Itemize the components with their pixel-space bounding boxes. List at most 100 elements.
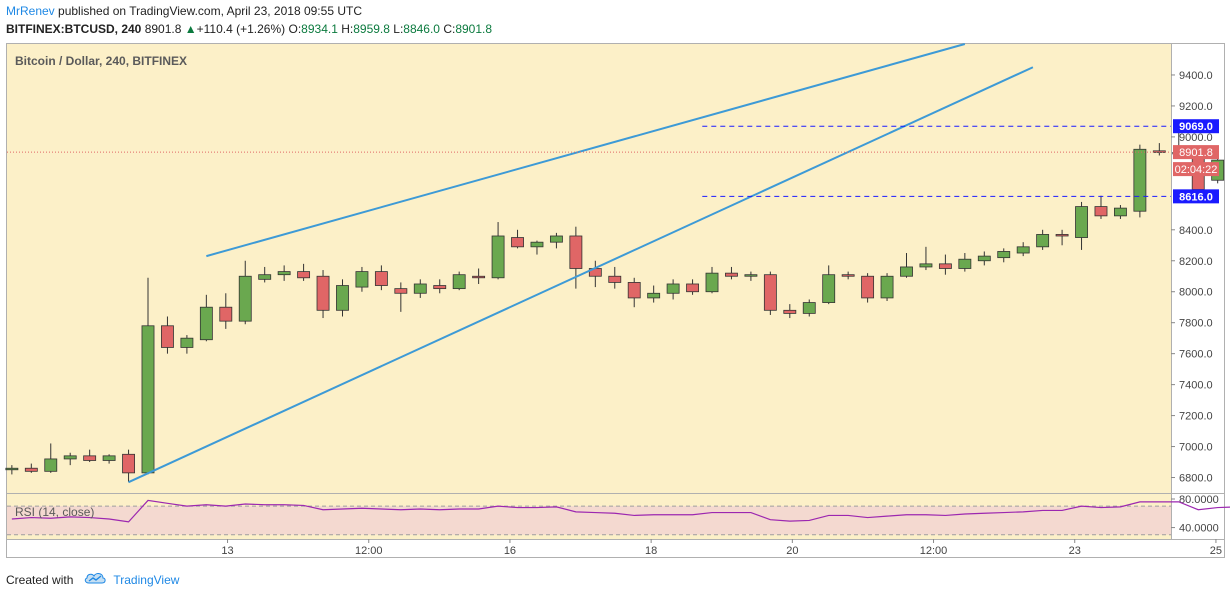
candle-body[interactable]: [355, 271, 369, 288]
candle-body[interactable]: [1075, 206, 1088, 238]
price-tick-label: 8000.0: [1179, 287, 1213, 299]
high-label: H:: [341, 22, 354, 36]
candle-body[interactable]: [549, 235, 563, 243]
countdown-label: 02:04:22: [1175, 164, 1218, 176]
tradingview-link[interactable]: TradingView: [113, 572, 180, 587]
time-tick-label: 20: [786, 545, 798, 557]
candle-body[interactable]: [238, 275, 252, 322]
change-arrow-icon: ▲: [184, 22, 197, 36]
time-tick-label: 16: [504, 545, 516, 557]
candle-body[interactable]: [802, 302, 816, 314]
price-tick-label: 7400.0: [1179, 380, 1213, 392]
publish-header: MrRenev published on TradingView.com, Ap…: [6, 4, 362, 18]
candle-body[interactable]: [63, 455, 77, 460]
time-tick-label: 25: [1210, 545, 1222, 557]
trendline-upper[interactable]: [206, 43, 966, 258]
candle-body[interactable]: [24, 467, 38, 472]
candle-body[interactable]: [608, 275, 622, 283]
candle-body[interactable]: [452, 274, 466, 290]
price-tick-label: 9400.0: [1179, 70, 1213, 82]
rsi-band: [7, 506, 1171, 535]
candle-body[interactable]: [1094, 206, 1108, 217]
candle-body[interactable]: [491, 235, 505, 279]
symbol-label[interactable]: BITFINEX:BTCUSD, 240: [6, 22, 142, 36]
candle-body[interactable]: [627, 282, 641, 299]
candle-body[interactable]: [841, 274, 855, 277]
candle-body[interactable]: [861, 275, 875, 299]
candle-body[interactable]: [705, 272, 719, 293]
rsi-line: [11, 499, 1230, 523]
level-price-label: 8616.0: [1179, 191, 1213, 203]
candle-body[interactable]: [83, 455, 97, 461]
candle-body[interactable]: [977, 255, 991, 262]
candle-body[interactable]: [530, 241, 544, 248]
candle-body[interactable]: [725, 272, 738, 277]
candle-body[interactable]: [277, 271, 291, 276]
open-value: 8934.1: [301, 22, 338, 36]
close-label: C:: [443, 22, 456, 36]
candle-body[interactable]: [997, 251, 1011, 259]
candle-body[interactable]: [394, 288, 408, 294]
candle-body[interactable]: [180, 337, 194, 348]
level-price-label: 9069.0: [1179, 121, 1213, 133]
price-tick-label: 7800.0: [1179, 318, 1213, 330]
candle-body[interactable]: [958, 258, 972, 269]
candle-body[interactable]: [219, 306, 233, 322]
candle-body[interactable]: [1036, 234, 1050, 248]
price-tick-label: 9000.0: [1179, 132, 1213, 144]
candle-body[interactable]: [44, 458, 58, 472]
chart-title: Bitcoin / Dollar, 240, BITFINEX: [15, 54, 187, 68]
candle-body[interactable]: [1133, 148, 1147, 212]
candle-body[interactable]: [161, 325, 174, 348]
price-tick-label: 9200.0: [1179, 101, 1213, 113]
footer: Created with TradingView: [6, 571, 179, 588]
candle-body[interactable]: [744, 274, 758, 277]
candle-body[interactable]: [413, 283, 427, 294]
rsi-tick-label: 80.0000: [1179, 494, 1219, 506]
price-tick-label: 7600.0: [1179, 349, 1213, 361]
candle-body[interactable]: [141, 325, 155, 474]
price-tick-label: 6800.0: [1179, 473, 1213, 485]
tradingview-cloud-icon[interactable]: [83, 571, 107, 588]
high-value: 8959.8: [353, 22, 390, 36]
candle-body[interactable]: [5, 467, 19, 471]
candle-body[interactable]: [511, 237, 524, 248]
candle-body[interactable]: [880, 275, 894, 299]
close-value: 8901.8: [455, 22, 493, 36]
candle-body[interactable]: [102, 455, 116, 461]
candle-body[interactable]: [1055, 234, 1069, 237]
candle-body[interactable]: [199, 306, 213, 341]
price-tick-label: 8200.0: [1179, 256, 1213, 268]
candle-body[interactable]: [569, 235, 583, 269]
level-price-tag: [1173, 119, 1219, 134]
candle-body[interactable]: [472, 275, 486, 279]
candle-body[interactable]: [938, 263, 952, 269]
countdown-tag: [1173, 162, 1219, 177]
rsi-tick-label: 40.0000: [1179, 523, 1219, 535]
price-tick-label: 7000.0: [1179, 442, 1213, 454]
author-link[interactable]: MrRenev: [6, 4, 55, 18]
candle-body[interactable]: [647, 292, 661, 299]
candle-body[interactable]: [666, 283, 680, 294]
candle-body[interactable]: [919, 263, 933, 268]
candle-body[interactable]: [336, 285, 349, 311]
candle-body[interactable]: [763, 274, 777, 311]
candle-body[interactable]: [316, 275, 330, 311]
last-price-label: 8901.8: [1179, 147, 1213, 159]
candle-body[interactable]: [258, 274, 272, 280]
trendline-lower[interactable]: [128, 66, 1034, 484]
candle-body[interactable]: [783, 309, 797, 314]
rsi-label: RSI (14, close): [15, 505, 94, 519]
candle-body[interactable]: [297, 271, 311, 279]
candle-body[interactable]: [900, 266, 913, 277]
candle-body[interactable]: [822, 274, 836, 303]
open-label: O:: [288, 22, 302, 36]
candle-body[interactable]: [1016, 246, 1030, 254]
candle-body[interactable]: [1114, 207, 1127, 217]
candle-body[interactable]: [686, 283, 699, 293]
candle-body[interactable]: [374, 271, 388, 286]
candle-body[interactable]: [433, 285, 447, 290]
created-with-text: Created with: [6, 572, 74, 587]
candle-body[interactable]: [122, 453, 135, 474]
